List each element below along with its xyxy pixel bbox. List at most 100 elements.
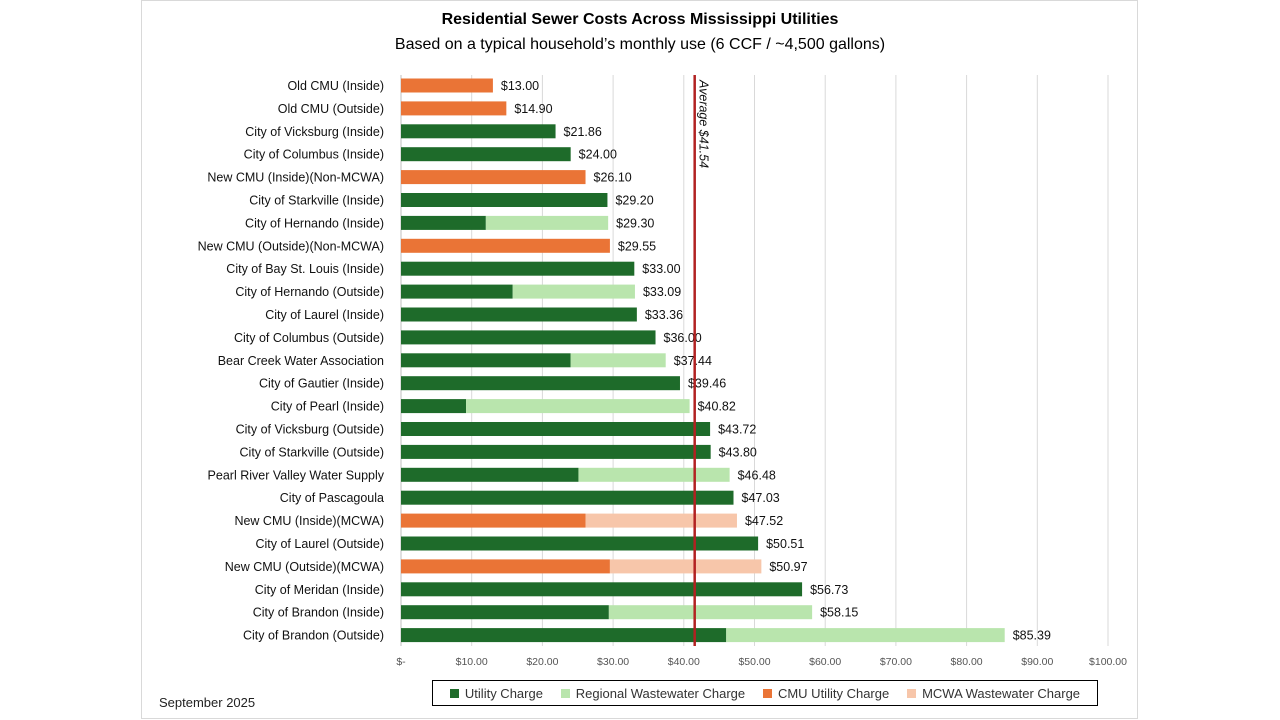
category-label: Old CMU (Inside): [287, 79, 384, 93]
footnote-date: September 2025: [159, 695, 256, 710]
value-label: $39.46: [688, 377, 726, 391]
utility-bar: [401, 124, 556, 139]
cmu-utility-bar: [401, 78, 493, 93]
x-tick-label: $80.00: [951, 656, 983, 668]
utility-bar: [401, 147, 571, 162]
utility-bar: [401, 261, 635, 276]
value-label: $47.03: [742, 491, 780, 505]
regional-wastewater-bar: [726, 628, 1005, 643]
category-label: New CMU (Outside)(MCWA): [225, 560, 384, 574]
value-label: $85.39: [1013, 629, 1051, 643]
utility-bar: [401, 467, 579, 482]
x-tick-label: $10.00: [456, 656, 488, 668]
legend-label-cmu: CMU Utility Charge: [777, 685, 890, 701]
legend-swatch-mcwa: [907, 688, 917, 698]
value-label: $47.52: [745, 514, 783, 528]
utility-bar: [401, 330, 656, 345]
category-label: City of Starkville (Outside): [240, 445, 384, 459]
utility-bar: [401, 376, 680, 391]
value-label: $43.72: [718, 423, 756, 437]
average-label: Average $41.54: [697, 79, 711, 168]
x-tick-label: $60.00: [809, 656, 841, 668]
category-label: City of Columbus (Outside): [234, 331, 384, 345]
x-tick-label: $100.00: [1089, 656, 1127, 668]
category-label: City of Gautier (Inside): [259, 377, 384, 391]
value-label: $58.15: [820, 606, 858, 620]
value-label: $26.10: [594, 171, 632, 185]
value-label: $29.55: [618, 239, 656, 253]
utility-bar: [401, 628, 727, 643]
value-label: $14.90: [514, 102, 552, 116]
regional-wastewater-bar: [570, 353, 666, 368]
value-label: $33.36: [645, 308, 683, 322]
cmu-utility-bar: [401, 170, 586, 185]
value-label: $21.86: [564, 125, 602, 139]
value-label: $33.00: [642, 262, 680, 276]
category-label: City of Vicksburg (Outside): [236, 423, 384, 437]
category-label: New CMU (Inside)(MCWA): [234, 514, 384, 528]
category-label: Old CMU (Outside): [278, 102, 384, 116]
utility-bar: [401, 307, 637, 322]
utility-bar: [401, 536, 759, 551]
legend-item-regional: Regional Wastewater Charge: [560, 685, 746, 701]
category-label: City of Laurel (Outside): [255, 537, 384, 551]
legend-item-utility: Utility Charge: [449, 685, 543, 701]
value-label: $36.00: [664, 331, 702, 345]
category-label: City of Starkville (Inside): [249, 194, 384, 208]
cmu-utility-bar: [401, 101, 507, 116]
category-label: City of Brandon (Inside): [253, 606, 384, 620]
regional-wastewater-bar: [608, 605, 813, 620]
value-label: $43.80: [719, 445, 757, 459]
legend-swatch-cmu: [762, 688, 772, 698]
utility-bar: [401, 444, 711, 459]
category-label: City of Pascagoula: [280, 491, 384, 505]
value-label: $29.30: [616, 216, 654, 230]
value-label: $50.97: [769, 560, 807, 574]
regional-wastewater-bar: [578, 467, 730, 482]
x-tick-label: $50.00: [738, 656, 770, 668]
regional-wastewater-bar: [466, 399, 690, 414]
utility-bar: [401, 284, 513, 299]
utility-bar: [401, 582, 803, 597]
value-label: $46.48: [738, 468, 776, 482]
chart-subtitle: Based on a typical household’s monthly u…: [394, 36, 886, 53]
utility-bar: [401, 353, 571, 368]
category-label: City of Bay St. Louis (Inside): [226, 262, 384, 276]
legend-swatch-utility: [449, 688, 459, 698]
regional-wastewater-bar: [485, 215, 609, 230]
x-tick-label: $70.00: [880, 656, 912, 668]
cmu-utility-bar: [401, 238, 610, 253]
utility-bar: [401, 193, 608, 207]
chart-title: Residential Sewer Costs Across Mississip…: [441, 11, 839, 28]
utility-bar: [401, 215, 486, 230]
cmu-utility-bar: [401, 513, 586, 528]
x-tick-label: $30.00: [597, 656, 629, 668]
category-label: City of Meridan (Inside): [255, 583, 384, 597]
category-label: City of Columbus (Inside): [244, 148, 384, 162]
chart-legend: Utility Charge Regional Wastewater Charg…: [432, 680, 1098, 706]
category-label: New CMU (Inside)(Non-MCWA): [207, 171, 384, 185]
legend-label-utility: Utility Charge: [464, 685, 543, 701]
value-label: $29.20: [615, 194, 653, 208]
legend-swatch-regional: [560, 688, 570, 698]
category-label: City of Hernando (Outside): [235, 285, 384, 299]
regional-wastewater-bar: [512, 284, 635, 299]
category-label: Pearl River Valley Water Supply: [208, 468, 385, 482]
legend-item-cmu: CMU Utility Charge: [762, 685, 890, 701]
utility-bar: [401, 422, 711, 436]
category-label: City of Vicksburg (Inside): [245, 125, 384, 139]
cmu-utility-bar: [401, 559, 610, 574]
value-label: $37.44: [674, 354, 712, 368]
utility-bar: [401, 605, 609, 620]
category-label: City of Hernando (Inside): [245, 216, 384, 230]
mcwa-wastewater-bar: [585, 513, 737, 528]
legend-label-regional: Regional Wastewater Charge: [575, 685, 746, 701]
legend-item-mcwa: MCWA Wastewater Charge: [907, 686, 1080, 701]
x-tick-label: $20.00: [526, 656, 558, 668]
value-label: $24.00: [579, 148, 617, 162]
category-label: Bear Creek Water Association: [218, 354, 384, 368]
utility-bar: [401, 399, 467, 414]
category-label: City of Pearl (Inside): [271, 400, 384, 414]
category-label: City of Laurel (Inside): [265, 308, 384, 322]
